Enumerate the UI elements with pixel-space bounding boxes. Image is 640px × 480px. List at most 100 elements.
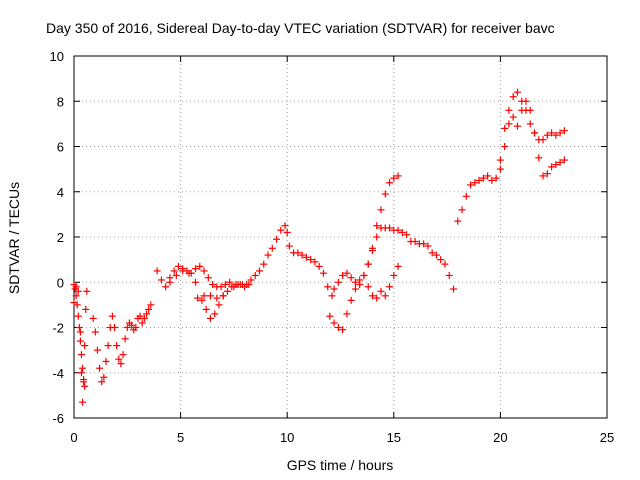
- data-point: [132, 324, 140, 331]
- data-point: [509, 93, 517, 101]
- data-point: [509, 113, 517, 121]
- data-point: [104, 342, 112, 350]
- data-point: [145, 305, 153, 313]
- data-point: [200, 267, 208, 275]
- data-point: [441, 260, 449, 268]
- data-point: [93, 346, 101, 354]
- data-point: [77, 351, 85, 359]
- data-point: [115, 355, 123, 363]
- data-point: [77, 369, 85, 377]
- data-point: [80, 376, 88, 384]
- data-point: [496, 165, 504, 173]
- data-point: [213, 294, 221, 302]
- data-point: [108, 312, 116, 320]
- data-point: [535, 154, 543, 162]
- data-point: [117, 360, 125, 368]
- y-tick-label: -2: [52, 321, 64, 336]
- data-point: [298, 251, 306, 259]
- data-point: [241, 283, 249, 291]
- y-tick-label: 8: [57, 94, 64, 109]
- data-point: [411, 238, 419, 246]
- data-point: [79, 398, 87, 406]
- data-point: [548, 163, 556, 171]
- data-point: [462, 192, 470, 200]
- data-point: [496, 156, 504, 164]
- data-point: [311, 258, 319, 266]
- data-point: [343, 310, 351, 318]
- data-point: [228, 283, 236, 291]
- data-point: [315, 262, 323, 270]
- data-point: [166, 278, 174, 286]
- data-point: [202, 305, 210, 313]
- data-point: [294, 249, 302, 257]
- data-point: [219, 292, 227, 300]
- data-point: [522, 97, 530, 105]
- y-tick-label: 4: [57, 185, 64, 200]
- data-point: [198, 296, 206, 304]
- data-point: [319, 269, 327, 277]
- data-point: [454, 217, 462, 225]
- data-point: [526, 120, 534, 128]
- data-point: [556, 129, 564, 137]
- data-point: [364, 260, 372, 268]
- data-point: [364, 283, 372, 291]
- data-point: [351, 278, 359, 286]
- data-point: [147, 301, 155, 309]
- data-point: [526, 106, 534, 114]
- data-point: [75, 324, 83, 331]
- data-point: [83, 287, 91, 295]
- data-point: [424, 242, 432, 250]
- data-point: [386, 224, 394, 232]
- data-point: [334, 278, 342, 286]
- data-point: [76, 337, 84, 345]
- data-point: [560, 156, 568, 164]
- data-point: [128, 321, 136, 329]
- data-point: [102, 357, 110, 365]
- chart-title: Day 350 of 2016, Sidereal Day-to-day VTE…: [46, 20, 555, 36]
- data-point: [513, 122, 521, 130]
- data-point: [560, 127, 568, 135]
- data-point: [285, 242, 293, 250]
- y-tick-label: 10: [50, 49, 64, 64]
- data-points: [70, 88, 568, 406]
- data-point: [328, 292, 336, 300]
- data-point: [255, 267, 263, 275]
- data-point: [513, 88, 521, 96]
- data-point: [81, 342, 89, 350]
- data-point: [140, 314, 148, 322]
- data-point: [552, 161, 560, 169]
- data-point: [81, 382, 89, 390]
- x-tick-label: 25: [600, 430, 614, 445]
- data-point: [157, 276, 165, 284]
- data-point: [505, 120, 513, 128]
- data-point: [138, 319, 146, 327]
- data-point: [96, 364, 104, 372]
- data-point: [432, 251, 440, 259]
- data-point: [221, 281, 229, 289]
- data-point: [79, 364, 87, 372]
- data-point: [552, 131, 560, 139]
- data-point: [377, 206, 385, 214]
- x-tick-label: 5: [177, 430, 184, 445]
- data-point: [390, 271, 398, 279]
- data-point: [119, 351, 127, 359]
- data-point: [264, 251, 272, 259]
- x-axis-label: GPS time / hours: [287, 457, 394, 473]
- data-point: [226, 278, 234, 286]
- data-point: [76, 328, 84, 336]
- data-point: [260, 260, 268, 268]
- data-point: [339, 326, 347, 334]
- data-point: [471, 179, 479, 187]
- data-point: [373, 222, 381, 230]
- data-point: [479, 174, 487, 182]
- data-point: [381, 292, 389, 300]
- data-point: [394, 172, 402, 180]
- data-point: [539, 172, 547, 180]
- data-point: [74, 312, 82, 320]
- data-point: [351, 285, 359, 293]
- data-point: [556, 158, 564, 166]
- data-point: [548, 129, 556, 137]
- data-point: [273, 235, 281, 243]
- data-point: [211, 310, 219, 318]
- data-point: [368, 247, 376, 255]
